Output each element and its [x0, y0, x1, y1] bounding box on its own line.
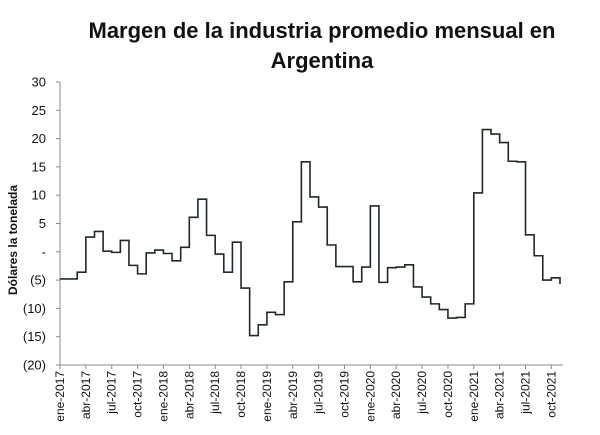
- y-tick-label: 15: [32, 159, 46, 174]
- x-tick-label: ene-2019: [260, 371, 274, 422]
- x-tick-label: jul-2021: [519, 371, 533, 415]
- data-point: [275, 314, 277, 316]
- data-point: [447, 317, 449, 319]
- data-point: [249, 335, 251, 337]
- data-point: [404, 264, 406, 266]
- data-point: [533, 255, 535, 257]
- data-point: [59, 278, 61, 280]
- data-point: [559, 283, 561, 285]
- x-tick-label: ene-2018: [156, 371, 170, 422]
- data-point: [85, 236, 87, 238]
- x-tick-label: oct-2020: [441, 371, 455, 418]
- data-point: [188, 216, 190, 218]
- y-tick-label: (20): [23, 358, 46, 373]
- y-axis-label: Dólares la tonelada: [6, 185, 20, 295]
- data-point: [292, 221, 294, 223]
- x-tick-label: jul-2018: [208, 371, 222, 415]
- data-point: [430, 303, 432, 305]
- data-point: [137, 273, 139, 275]
- data-point: [412, 286, 414, 288]
- series-line: [60, 128, 561, 337]
- data-point: [525, 234, 527, 236]
- x-tick-label: oct-2019: [337, 371, 351, 418]
- y-tick-label: (5): [30, 273, 46, 288]
- data-point: [387, 267, 389, 269]
- data-point: [240, 287, 242, 289]
- data-point: [481, 129, 483, 131]
- data-point: [197, 198, 199, 200]
- data-point: [318, 206, 320, 208]
- data-point: [309, 196, 311, 198]
- y-tick-label: 10: [32, 188, 46, 203]
- data-point: [378, 281, 380, 283]
- data-point: [438, 309, 440, 311]
- data-point: [395, 266, 397, 268]
- data-point: [542, 279, 544, 281]
- data-point: [352, 281, 354, 283]
- x-tick-label: abr-2017: [79, 371, 93, 419]
- data-point: [300, 161, 302, 163]
- data-point: [421, 296, 423, 298]
- data-point: [473, 192, 475, 194]
- y-tick-label: -: [42, 244, 46, 259]
- data-point: [180, 246, 182, 248]
- data-point: [223, 271, 225, 273]
- data-point: [68, 278, 70, 280]
- x-tick-label: abr-2021: [493, 371, 507, 419]
- data-point: [266, 311, 268, 313]
- y-tick-label: 25: [32, 103, 46, 118]
- data-point: [171, 260, 173, 262]
- x-tick-label: abr-2018: [182, 371, 196, 419]
- data-point: [369, 205, 371, 207]
- y-tick-label: 20: [32, 131, 46, 146]
- data-point: [214, 253, 216, 255]
- data-point: [464, 303, 466, 305]
- data-point: [145, 252, 147, 254]
- data-point: [128, 264, 130, 266]
- y-tick-label: 30: [32, 75, 46, 90]
- data-point: [456, 316, 458, 318]
- x-tick-label: jul-2017: [105, 371, 119, 415]
- x-tick-label: jul-2020: [415, 371, 429, 415]
- data-point: [111, 251, 113, 253]
- x-tick-label: ene-2017: [53, 371, 67, 422]
- data-point: [507, 160, 509, 162]
- x-tick-label: abr-2019: [286, 371, 300, 419]
- data-point: [516, 161, 518, 163]
- data-point: [343, 266, 345, 268]
- data-point: [119, 239, 121, 241]
- y-tick-label: (10): [23, 301, 46, 316]
- x-tick-label: ene-2020: [363, 371, 377, 422]
- data-point: [162, 252, 164, 254]
- data-point: [283, 281, 285, 283]
- x-tick-label: jul-2019: [312, 371, 326, 415]
- y-tick-label: (15): [23, 329, 46, 344]
- data-point: [93, 230, 95, 232]
- y-tick-label: 5: [39, 216, 46, 231]
- x-tick-label: oct-2018: [234, 371, 248, 418]
- x-tick-label: oct-2021: [544, 371, 558, 418]
- x-tick-label: oct-2017: [131, 371, 145, 418]
- chart-title-line-2: Argentina: [271, 48, 374, 73]
- data-point: [335, 266, 337, 268]
- x-tick-label: abr-2020: [389, 371, 403, 419]
- data-point: [361, 266, 363, 268]
- x-tick-label: ene-2021: [467, 371, 481, 422]
- data-point: [499, 142, 501, 144]
- data-point: [76, 271, 78, 273]
- data-point: [102, 250, 104, 252]
- data-point: [550, 277, 552, 279]
- data-point: [326, 244, 328, 246]
- data-point: [231, 241, 233, 243]
- chart-title-line-1: Margen de la industria promedio mensual …: [89, 18, 556, 43]
- data-point: [490, 133, 492, 135]
- data-point: [257, 324, 259, 326]
- data-point: [154, 249, 156, 251]
- data-point: [206, 234, 208, 236]
